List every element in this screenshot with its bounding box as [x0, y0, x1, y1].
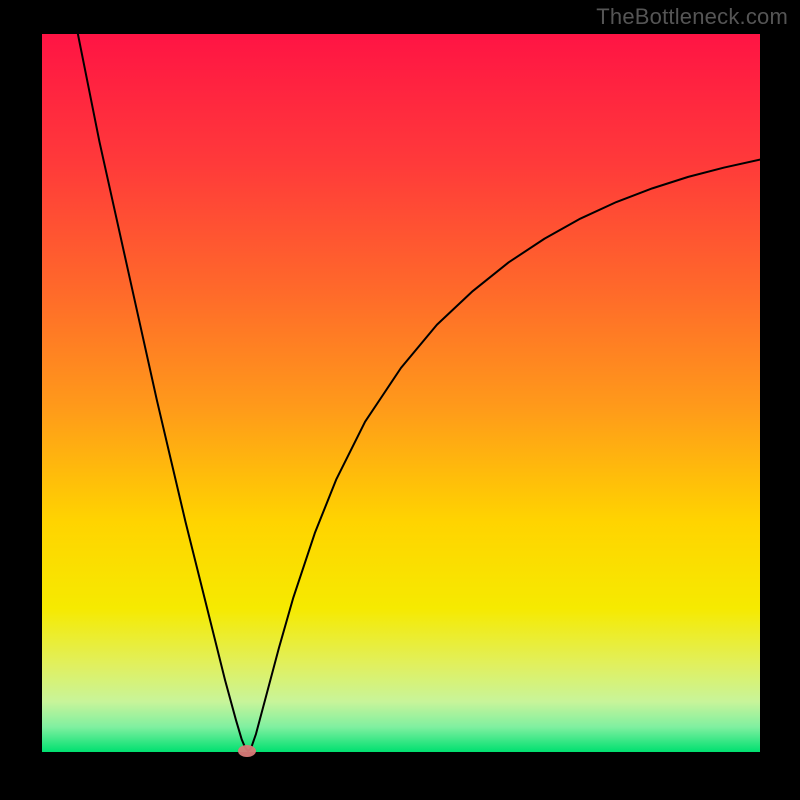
minimum-marker	[238, 745, 256, 757]
gradient-line-chart	[42, 34, 760, 752]
plot-area	[42, 34, 760, 752]
chart-frame: TheBottleneck.com	[0, 0, 800, 800]
watermark-text: TheBottleneck.com	[596, 4, 788, 30]
